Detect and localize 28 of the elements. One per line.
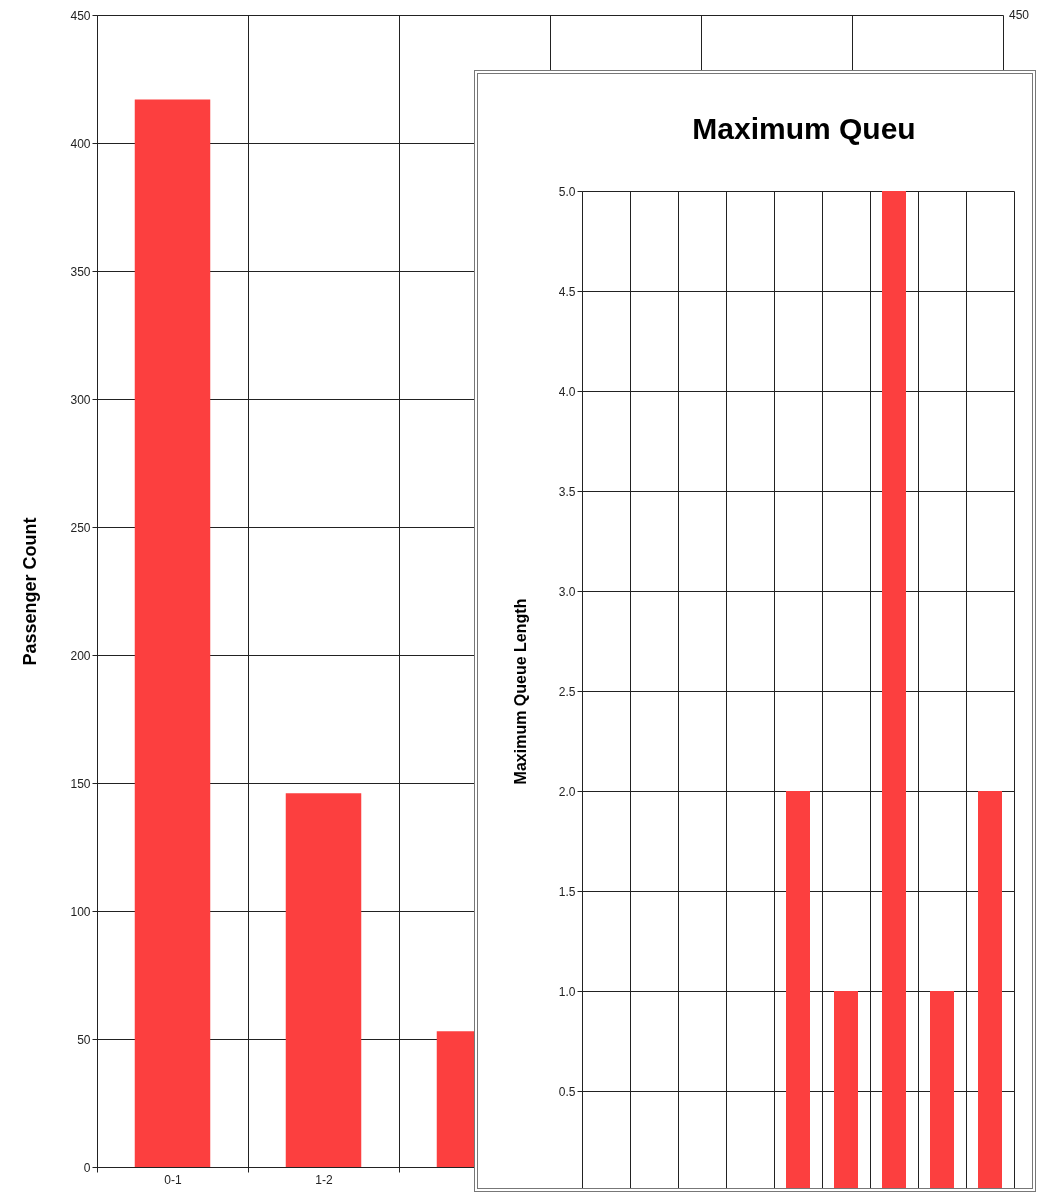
y-tick-label: 1.0 [558, 984, 576, 999]
x-tick-label: 1-2 [315, 1172, 333, 1187]
x-tick-label: 0-1 [164, 1172, 182, 1187]
y-tick-label: 450 [70, 8, 91, 23]
y-tick-label: 4.0 [558, 384, 576, 399]
y-tick-label: 5.0 [558, 184, 576, 199]
text: 450 [1009, 8, 1030, 22]
y-tick-label: 400 [70, 136, 91, 151]
y-tick-label: 100 [70, 904, 91, 919]
y-tick-label: 2.5 [558, 684, 576, 699]
y-tick-label: 200 [70, 648, 91, 663]
bar [134, 99, 211, 1167]
y-tick-label: 150 [70, 776, 91, 791]
y-tick-label: 0 [83, 1160, 91, 1175]
y-tick-label: 350 [70, 264, 91, 279]
y-axis-title: Maximum Queue Length [511, 598, 529, 785]
y-tick-label: 250 [70, 520, 91, 535]
y-axis-title: Passenger Count [20, 517, 41, 666]
y-tick-label: 2.0 [558, 784, 576, 799]
bar [285, 793, 362, 1167]
y-tick-label: 300 [70, 392, 91, 407]
y-tick-label: 3.0 [558, 584, 576, 599]
chart-title: Maximum Queu [692, 112, 916, 145]
y-tick-label: 0.5 [558, 1084, 576, 1099]
y-tick-label: 4.5 [558, 284, 576, 299]
y-tick-label: 50 [77, 1032, 91, 1047]
y-tick-label: 1.5 [558, 884, 576, 899]
y-tick-label: 3.5 [558, 484, 576, 499]
